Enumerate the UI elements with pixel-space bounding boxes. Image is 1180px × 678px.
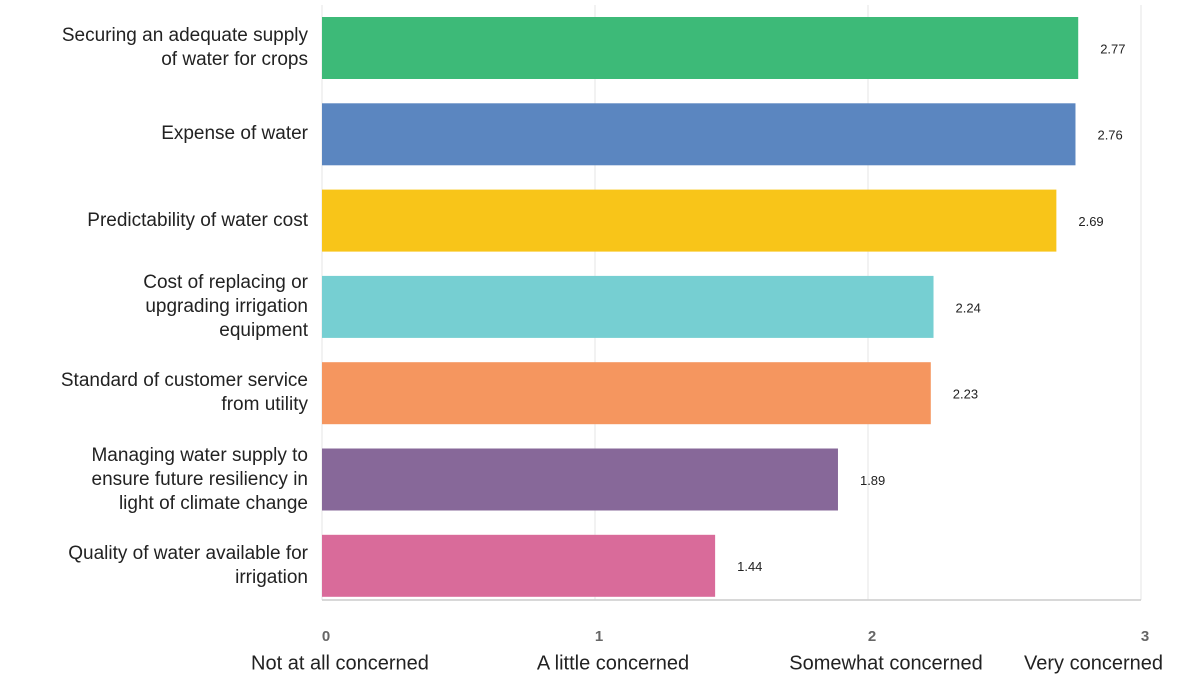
bar [322,189,1057,252]
category-label: Quality of water available for irrigatio… [68,542,308,588]
x-tick-description: Somewhat concerned [789,652,982,674]
category-label: Standard of customer service from utilit… [60,370,308,416]
category-label: Managing water supply to ensure future r… [91,444,308,514]
x-tick-label: 1 [595,628,603,645]
category-label: Securing an adequate supply of water for… [61,25,308,70]
category-label: Predictability of water cost [87,209,308,231]
x-tick-label: 0 [322,628,330,645]
bar [322,275,934,338]
category-label: Expense of water [161,123,308,145]
x-tick-description: Very concerned [1024,652,1163,674]
bar [322,103,1076,166]
value-label: 2.77 [1100,41,1125,56]
x-tick-description: A little concerned [537,652,689,674]
bar [322,362,931,425]
bar [322,448,838,511]
value-label: 1.44 [737,559,762,574]
value-label: 2.69 [1078,214,1103,229]
bar [322,534,716,597]
x-tick-description: Not at all concerned [251,652,429,674]
bar [322,17,1079,79]
category-label: Cost of replacing or upgrading irrigatio… [143,271,308,341]
value-label: 1.89 [860,473,885,488]
value-label: 2.76 [1097,128,1122,143]
value-label: 2.23 [953,387,978,402]
x-tick-label: 2 [868,628,876,645]
value-label: 2.24 [956,300,981,315]
x-tick-label: 3 [1141,628,1149,645]
